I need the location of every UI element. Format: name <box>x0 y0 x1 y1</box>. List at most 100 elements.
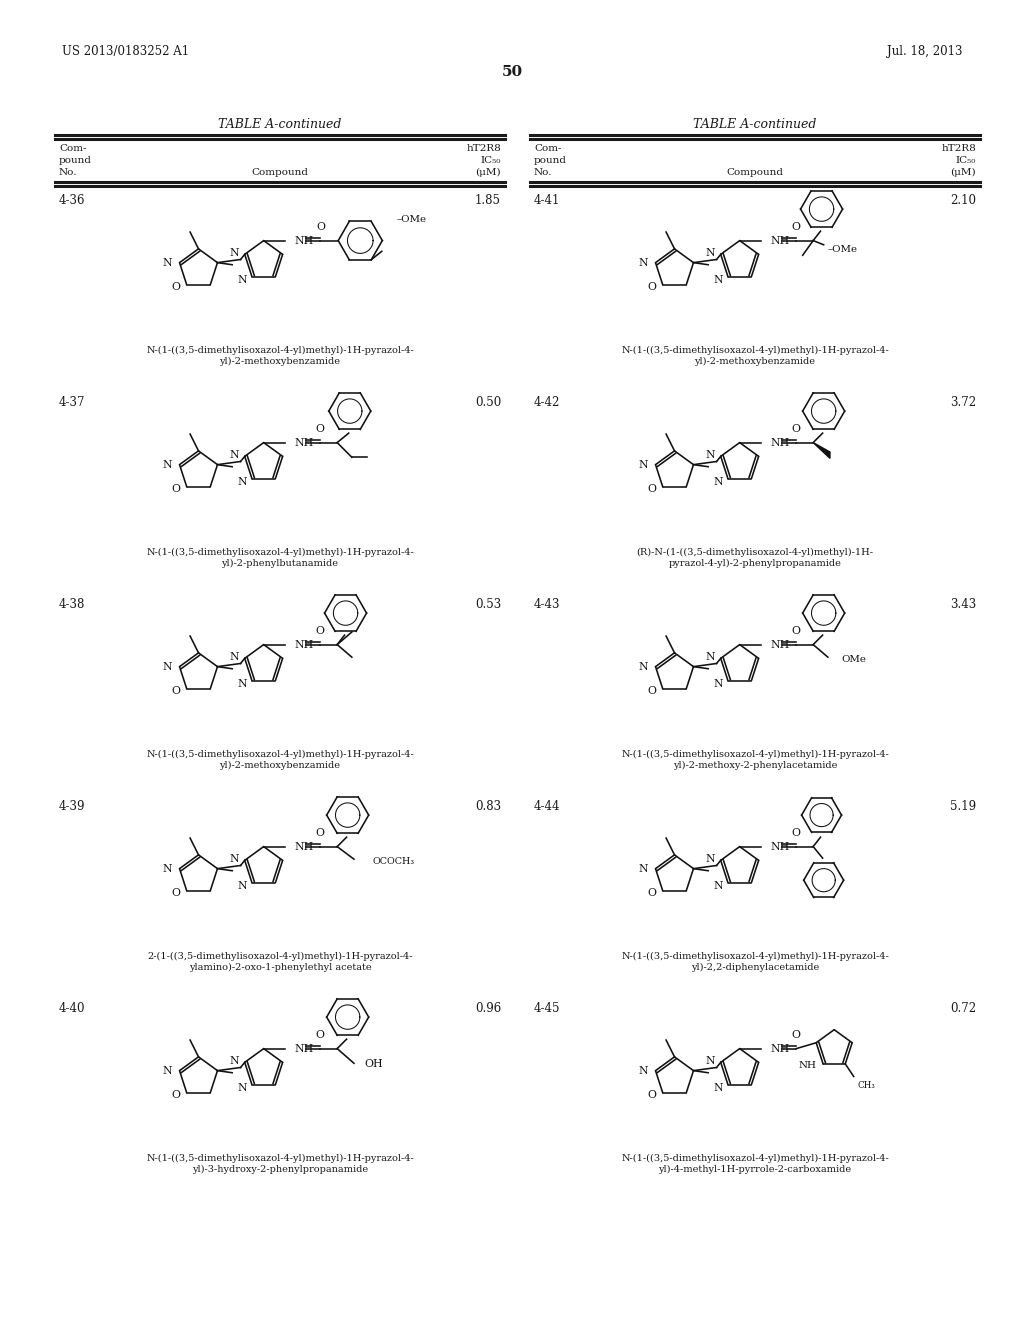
Text: IC₅₀: IC₅₀ <box>480 156 501 165</box>
Text: 4-45: 4-45 <box>534 1002 560 1015</box>
Text: N-(1-((3,5-dimethylisoxazol-4-yl)methyl)-1H-pyrazol-4-
yl)-2,2-diphenylacetamide: N-(1-((3,5-dimethylisoxazol-4-yl)methyl)… <box>622 952 889 972</box>
Text: (R)-N-(1-((3,5-dimethylisoxazol-4-yl)methyl)-1H-
pyrazol-4-yl)-2-phenylpropanami: (R)-N-(1-((3,5-dimethylisoxazol-4-yl)met… <box>637 548 873 568</box>
Text: 4-37: 4-37 <box>59 396 85 409</box>
Text: Compound: Compound <box>726 168 783 177</box>
Text: IC₅₀: IC₅₀ <box>955 156 976 165</box>
Text: TABLE A-continued: TABLE A-continued <box>218 117 342 131</box>
Text: 3.43: 3.43 <box>949 598 976 611</box>
Text: NH: NH <box>770 842 790 851</box>
Text: NH: NH <box>294 842 313 851</box>
Text: N: N <box>238 1082 247 1093</box>
Text: NH: NH <box>294 235 313 246</box>
Text: N: N <box>163 459 172 470</box>
Text: N: N <box>713 1082 723 1093</box>
Text: O: O <box>315 626 325 636</box>
Text: N-(1-((3,5-dimethylisoxazol-4-yl)methyl)-1H-pyrazol-4-
yl)-4-methyl-1H-pyrrole-2: N-(1-((3,5-dimethylisoxazol-4-yl)methyl)… <box>622 1154 889 1173</box>
Text: O: O <box>171 686 180 696</box>
Text: –OMe: –OMe <box>827 244 858 253</box>
Text: N: N <box>639 257 648 268</box>
Text: NH: NH <box>799 1061 817 1071</box>
Text: O: O <box>171 484 180 494</box>
Text: N: N <box>713 678 723 689</box>
Text: NH: NH <box>294 438 313 447</box>
Text: 50: 50 <box>502 65 522 79</box>
Text: NH: NH <box>770 640 790 649</box>
Text: O: O <box>792 222 801 232</box>
Text: (μM): (μM) <box>950 168 976 177</box>
Text: 4-39: 4-39 <box>59 800 85 813</box>
Text: 4-42: 4-42 <box>534 396 560 409</box>
Text: N: N <box>706 652 716 663</box>
Text: (μM): (μM) <box>475 168 501 177</box>
Text: N: N <box>639 863 648 874</box>
Text: 4-44: 4-44 <box>534 800 560 813</box>
Text: N: N <box>229 1056 240 1067</box>
Text: N: N <box>713 880 723 891</box>
Text: N: N <box>229 450 240 461</box>
Text: N: N <box>229 854 240 865</box>
Text: N: N <box>238 678 247 689</box>
Text: N: N <box>639 661 648 672</box>
Text: 2-(1-((3,5-dimethylisoxazol-4-yl)methyl)-1H-pyrazol-4-
ylamino)-2-oxo-1-phenylet: 2-(1-((3,5-dimethylisoxazol-4-yl)methyl)… <box>147 952 413 972</box>
Text: 1.85: 1.85 <box>475 194 501 207</box>
Text: N: N <box>713 477 723 487</box>
Text: N-(1-((3,5-dimethylisoxazol-4-yl)methyl)-1H-pyrazol-4-
yl)-2-methoxybenzamide: N-(1-((3,5-dimethylisoxazol-4-yl)methyl)… <box>146 346 414 366</box>
Text: NH: NH <box>294 1044 313 1053</box>
Text: NH: NH <box>294 640 313 649</box>
Text: N: N <box>706 450 716 461</box>
Text: 5.19: 5.19 <box>950 800 976 813</box>
Text: N: N <box>706 248 716 259</box>
Text: US 2013/0183252 A1: US 2013/0183252 A1 <box>62 45 189 58</box>
Text: O: O <box>647 1090 656 1100</box>
Text: O: O <box>315 828 325 838</box>
Text: N: N <box>639 459 648 470</box>
Text: O: O <box>315 424 325 434</box>
Text: O: O <box>647 888 656 898</box>
Text: –OMe: –OMe <box>397 215 427 224</box>
Text: CH₃: CH₃ <box>858 1081 876 1090</box>
Text: N: N <box>238 477 247 487</box>
Text: OCOCH₃: OCOCH₃ <box>373 857 415 866</box>
Text: 0.96: 0.96 <box>475 1002 501 1015</box>
Text: N-(1-((3,5-dimethylisoxazol-4-yl)methyl)-1H-pyrazol-4-
yl)-2-phenylbutanamide: N-(1-((3,5-dimethylisoxazol-4-yl)methyl)… <box>146 548 414 568</box>
Text: O: O <box>171 282 180 292</box>
Text: 4-38: 4-38 <box>59 598 85 611</box>
Text: N: N <box>163 863 172 874</box>
Text: hT2R8: hT2R8 <box>941 144 976 153</box>
Polygon shape <box>813 442 830 458</box>
Text: 4-41: 4-41 <box>534 194 560 207</box>
Text: N: N <box>163 1065 172 1076</box>
Text: 4-40: 4-40 <box>59 1002 85 1015</box>
Text: 4-36: 4-36 <box>59 194 85 207</box>
Text: 0.50: 0.50 <box>475 396 501 409</box>
Text: hT2R8: hT2R8 <box>466 144 501 153</box>
Text: NH: NH <box>770 1044 790 1053</box>
Text: N: N <box>163 661 172 672</box>
Text: N-(1-((3,5-dimethylisoxazol-4-yl)methyl)-1H-pyrazol-4-
yl)-2-methoxy-2-phenylace: N-(1-((3,5-dimethylisoxazol-4-yl)methyl)… <box>622 750 889 770</box>
Text: No.: No. <box>534 168 553 177</box>
Text: NH: NH <box>770 438 790 447</box>
Text: 2.10: 2.10 <box>950 194 976 207</box>
Text: N: N <box>706 854 716 865</box>
Text: 0.53: 0.53 <box>475 598 501 611</box>
Text: N: N <box>229 652 240 663</box>
Text: OH: OH <box>365 1060 383 1069</box>
Text: O: O <box>792 626 801 636</box>
Text: N: N <box>713 275 723 285</box>
Text: O: O <box>647 686 656 696</box>
Text: O: O <box>792 1030 801 1040</box>
Text: OMe: OMe <box>842 655 866 664</box>
Text: O: O <box>792 424 801 434</box>
Text: Com-: Com- <box>59 144 86 153</box>
Text: O: O <box>647 484 656 494</box>
Text: O: O <box>647 282 656 292</box>
Text: Compound: Compound <box>252 168 308 177</box>
Text: 3.72: 3.72 <box>950 396 976 409</box>
Text: Com-: Com- <box>534 144 561 153</box>
Text: O: O <box>171 888 180 898</box>
Text: O: O <box>316 222 326 232</box>
Text: N: N <box>229 248 240 259</box>
Text: 4-43: 4-43 <box>534 598 560 611</box>
Text: 0.83: 0.83 <box>475 800 501 813</box>
Text: N: N <box>706 1056 716 1067</box>
